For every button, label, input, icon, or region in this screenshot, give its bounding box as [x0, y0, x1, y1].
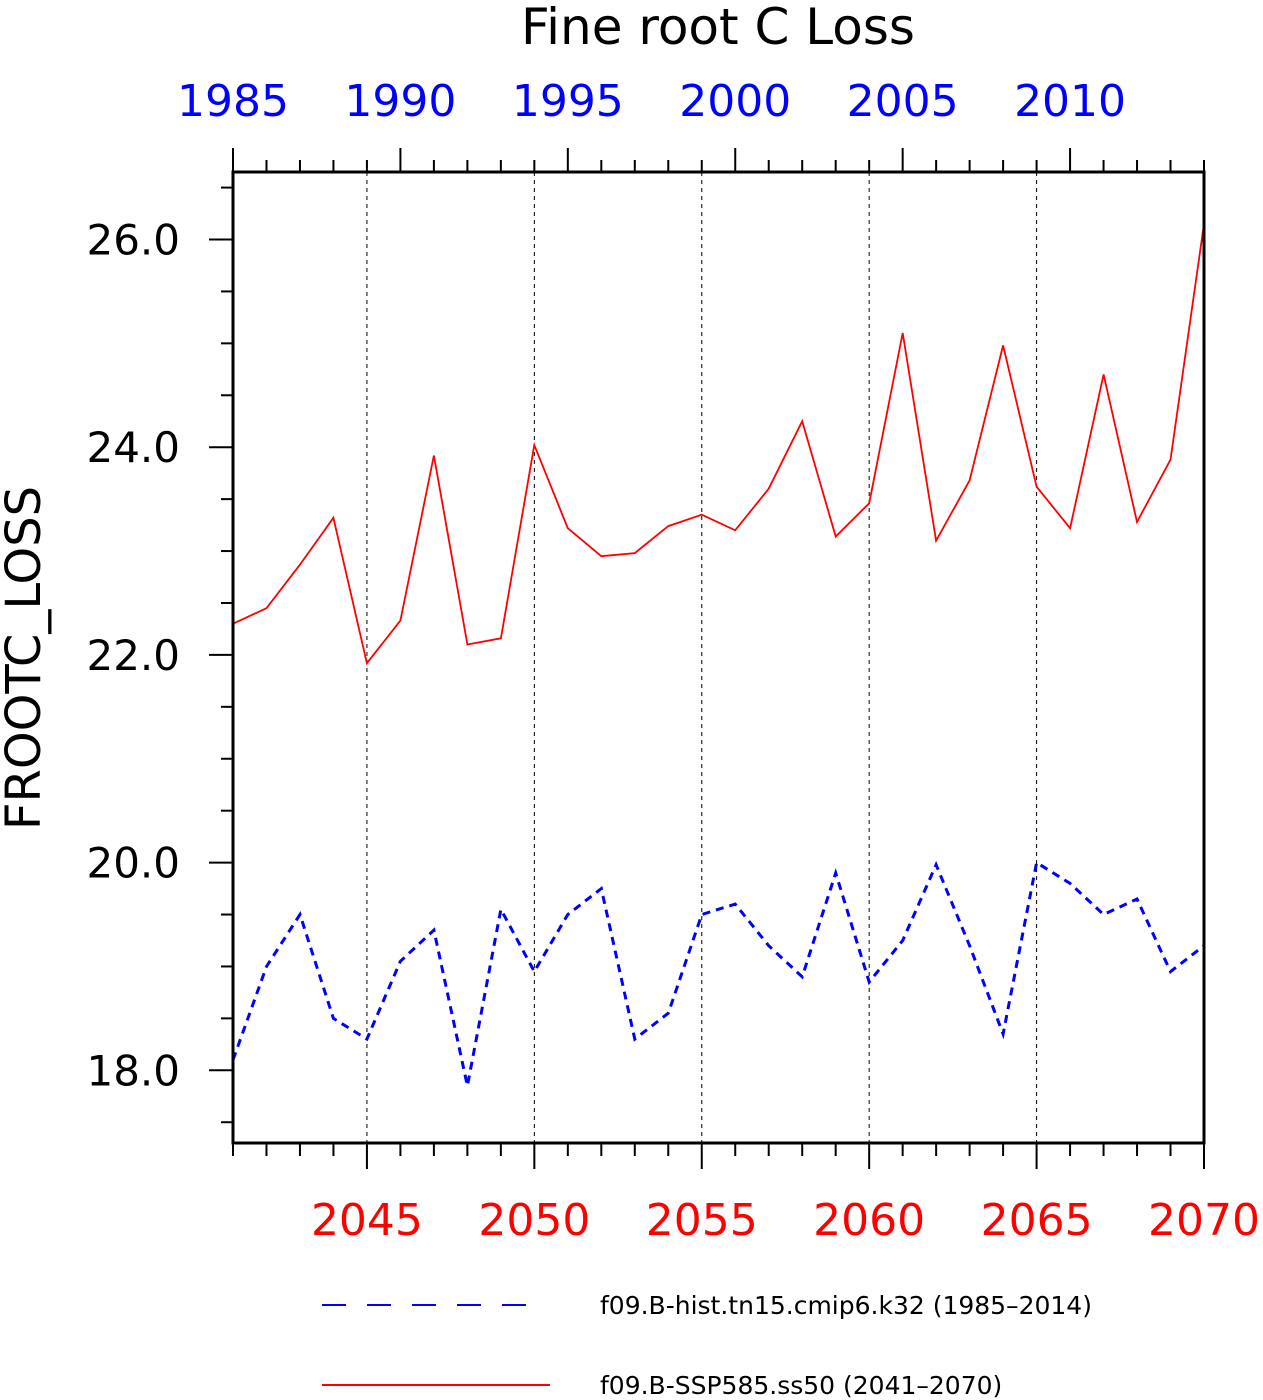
bottom-tick-label: 2070 — [1148, 1195, 1260, 1246]
y-axis: 18.0 20.0 22.0 24.0 26.0 — [86, 186, 233, 1124]
legend: f09.B-hist.tn15.cmip6.k32 (1985–2014) f0… — [322, 1291, 1092, 1400]
bottom-tick-label: 2065 — [981, 1195, 1093, 1246]
legend-label-ssp: f09.B-SSP585.ss50 (2041–2070) — [600, 1371, 1002, 1400]
top-tick-label: 1990 — [344, 76, 456, 127]
series-lines — [231, 223, 1205, 1087]
y-tick-label: 22.0 — [86, 631, 180, 680]
series-ssp-line — [232, 223, 1205, 666]
bottom-tick-label: 2045 — [311, 1195, 423, 1246]
series-hist-line — [231, 860, 1205, 1087]
top-tick-label: 2005 — [847, 76, 959, 127]
bottom-tick-label: 2060 — [813, 1195, 925, 1246]
chart-title: Fine root C Loss — [521, 0, 915, 56]
vertical-grid — [366, 172, 1038, 1143]
bottom-axis: 2045 2050 2055 2060 2065 2070 — [232, 1143, 1260, 1246]
top-axis: 1985 1990 1995 2000 2005 2010 — [177, 76, 1205, 172]
plot-frame — [231, 170, 1206, 1145]
top-tick-label: 1985 — [177, 76, 289, 127]
y-tick-label: 24.0 — [86, 423, 180, 472]
y-axis-label: FROOTC_LOSS — [0, 486, 52, 830]
y-tick-label: 20.0 — [86, 839, 180, 888]
top-tick-label: 1995 — [512, 76, 624, 127]
y-tick-label: 18.0 — [86, 1046, 180, 1095]
y-tick-label: 26.0 — [86, 216, 180, 265]
legend-label-hist: f09.B-hist.tn15.cmip6.k32 (1985–2014) — [600, 1291, 1092, 1320]
bottom-tick-label: 2050 — [478, 1195, 590, 1246]
bottom-tick-label: 2055 — [646, 1195, 758, 1246]
top-tick-label: 2010 — [1014, 76, 1126, 127]
top-tick-label: 2000 — [679, 76, 791, 127]
